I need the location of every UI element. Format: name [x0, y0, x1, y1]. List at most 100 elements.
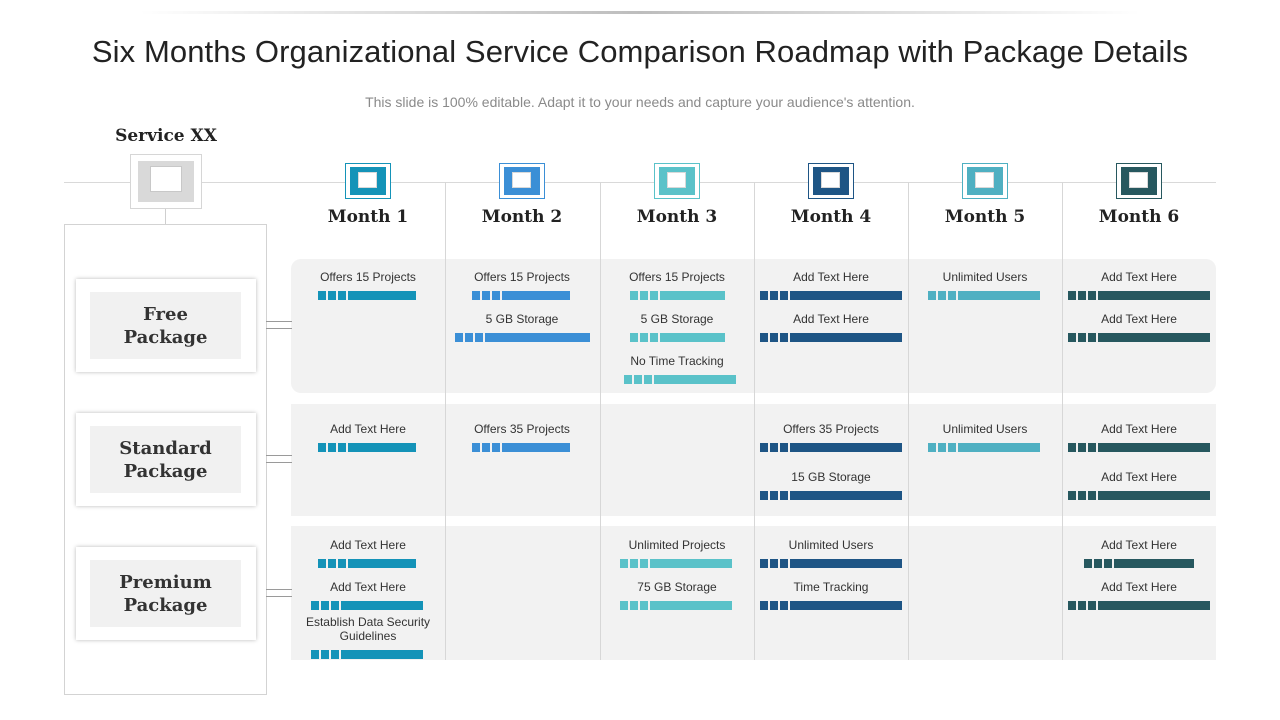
bar-segment	[1078, 601, 1086, 610]
bar-segment	[760, 443, 768, 452]
month-divider	[908, 182, 909, 660]
package-connector	[266, 321, 292, 329]
roadmap-item: Offers 15 Projects	[445, 270, 599, 300]
package-connector	[266, 455, 292, 463]
roadmap-item-text: 75 GB Storage	[637, 580, 717, 594]
bar-segment	[1088, 333, 1096, 342]
roadmap-item: Offers 35 Projects	[754, 422, 908, 452]
bar-main	[348, 443, 416, 452]
bar-main	[790, 291, 902, 300]
bar-segment	[630, 291, 638, 300]
roadmap-item: Offers 15 Projects	[291, 270, 445, 300]
bar-segment	[780, 333, 788, 342]
bar-segment	[1088, 443, 1096, 452]
bar-segment	[624, 375, 632, 384]
bar-segment	[331, 650, 339, 659]
roadmap-item: Add Text Here	[1062, 270, 1216, 300]
bar-main	[660, 291, 725, 300]
bar-segment	[1084, 559, 1092, 568]
service-box-window	[150, 166, 182, 192]
roadmap-item-bar	[1068, 601, 1210, 610]
roadmap-item: Time Tracking	[754, 580, 908, 610]
package-label: Premium Package	[119, 571, 212, 616]
bar-segment	[472, 443, 480, 452]
roadmap-item-text: Add Text Here	[1101, 422, 1177, 436]
bar-segment	[1068, 291, 1076, 300]
bar-segment	[640, 291, 648, 300]
bar-segment	[650, 333, 658, 342]
bar-main	[790, 491, 902, 500]
roadmap-item-bar	[630, 333, 725, 342]
bar-segment	[640, 601, 648, 610]
roadmap-item: Offers 35 Projects	[445, 422, 599, 452]
roadmap-item-text: No Time Tracking	[630, 354, 724, 368]
bar-segment	[634, 375, 642, 384]
bar-segment	[928, 443, 936, 452]
bar-segment	[482, 291, 490, 300]
roadmap-item: Add Text Here	[1062, 538, 1216, 568]
month-6-icon	[1116, 163, 1162, 199]
month-2-icon	[499, 163, 545, 199]
month-divider	[1062, 182, 1063, 660]
bar-segment	[318, 291, 326, 300]
roadmap-item-bar	[311, 601, 423, 610]
bar-segment	[1078, 491, 1086, 500]
roadmap-item-text: 5 GB Storage	[485, 312, 559, 326]
bar-segment	[780, 443, 788, 452]
bar-segment	[455, 333, 463, 342]
bar-segment	[321, 601, 329, 610]
bar-segment	[640, 559, 648, 568]
month-1-label: Month 1	[327, 207, 409, 227]
package-card-inner: Standard Package	[90, 426, 241, 493]
bar-segment	[465, 333, 473, 342]
roadmap-item-text: Offers 15 Projects	[629, 270, 725, 284]
roadmap-item-text: Offers 15 Projects	[474, 270, 570, 284]
roadmap-item-bar	[1084, 559, 1194, 568]
bar-segment	[760, 291, 768, 300]
package-card-0: Free Package	[76, 279, 256, 372]
bar-segment	[1094, 559, 1102, 568]
roadmap-item-text: Time Tracking	[793, 580, 869, 594]
bar-main	[348, 291, 416, 300]
package-connector	[266, 589, 292, 597]
month-3-label: Month 3	[636, 207, 718, 227]
bar-segment	[338, 443, 346, 452]
bar-main	[485, 333, 590, 342]
page-subtitle: This slide is 100% editable. Adapt it to…	[365, 94, 915, 110]
bar-main	[1098, 443, 1210, 452]
roadmap-item-bar	[760, 443, 902, 452]
bar-segment	[311, 601, 319, 610]
bar-segment	[928, 291, 936, 300]
roadmap-item: Add Text Here	[291, 422, 445, 452]
bar-segment	[780, 559, 788, 568]
bar-main	[1098, 291, 1210, 300]
bar-segment	[1068, 443, 1076, 452]
roadmap-item-bar	[928, 443, 1040, 452]
bar-segment	[492, 443, 500, 452]
month-4-icon	[808, 163, 854, 199]
roadmap-item-text: Add Text Here	[330, 538, 406, 552]
roadmap-item-bar	[760, 601, 902, 610]
roadmap-item-bar	[760, 291, 902, 300]
bar-segment	[1078, 333, 1086, 342]
month-3-icon	[654, 163, 700, 199]
bar-main	[650, 559, 732, 568]
top-decorative-rule	[140, 11, 1140, 14]
bar-segment	[1088, 601, 1096, 610]
roadmap-item-text: Add Text Here	[1101, 270, 1177, 284]
bar-segment	[1068, 333, 1076, 342]
bar-segment	[492, 291, 500, 300]
bar-segment	[1078, 443, 1086, 452]
package-card-inner: Premium Package	[90, 560, 241, 627]
roadmap-item-bar	[318, 291, 416, 300]
service-label: Service XX	[115, 126, 217, 146]
roadmap-item: Offers 15 Projects	[600, 270, 754, 300]
roadmap-item-text: Offers 15 Projects	[320, 270, 416, 284]
bar-segment	[760, 491, 768, 500]
bar-segment	[630, 601, 638, 610]
bar-segment	[948, 291, 956, 300]
bar-segment	[475, 333, 483, 342]
bar-segment	[620, 601, 628, 610]
bar-segment	[760, 333, 768, 342]
roadmap-item: Add Text Here	[754, 312, 908, 342]
